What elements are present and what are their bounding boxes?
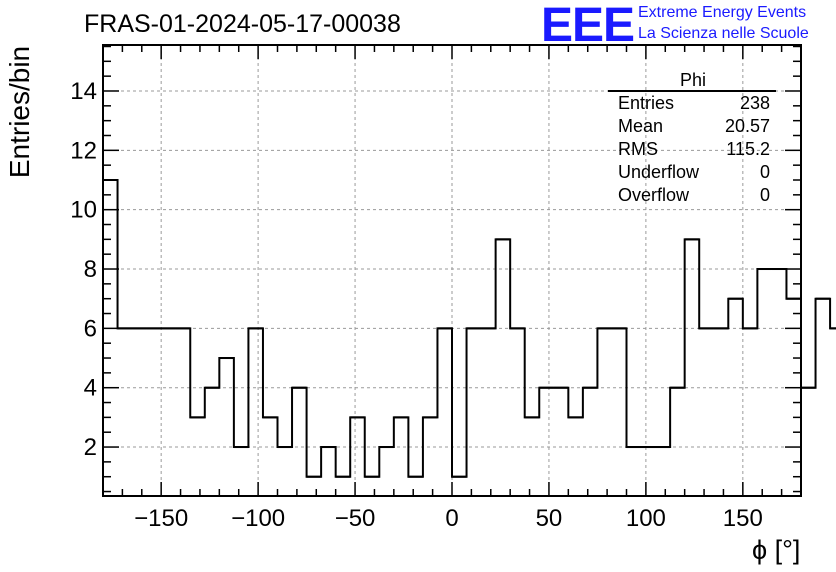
- stats-title: Phi: [679, 70, 706, 90]
- stats-label: Underflow: [618, 162, 700, 182]
- y-tick-label: 8: [84, 256, 97, 283]
- histogram-bars: [102, 179, 836, 496]
- stats-row-overflow: Overflow 0: [608, 184, 778, 207]
- stats-value: 0: [759, 185, 770, 205]
- stats-row-entries: Entries 238: [608, 92, 778, 115]
- logo-text-line1: Extreme Energy Events: [638, 4, 807, 21]
- x-tick-label: −50: [335, 505, 376, 532]
- x-tick-label: 100: [626, 505, 666, 532]
- y-tick-label: 2: [84, 434, 97, 461]
- stats-divider: [608, 90, 776, 92]
- stats-label: RMS: [618, 139, 658, 159]
- stats-row-rms: RMS 115.2: [608, 138, 778, 161]
- logo-eee-mark: EEE: [541, 0, 635, 52]
- axis-ticks: [102, 45, 802, 496]
- logo-text-line2: La Scienza nelle Scuole: [638, 25, 809, 42]
- stats-row-underflow: Underflow 0: [608, 161, 778, 184]
- x-tick-label: 150: [723, 505, 763, 532]
- x-axis-label: ϕ [°]: [752, 535, 801, 565]
- stats-row-mean: Mean 20.57: [608, 115, 778, 138]
- x-tick-label: −100: [231, 505, 285, 532]
- stats-label: Entries: [618, 93, 675, 113]
- y-axis-label: Entries/bin: [4, 45, 35, 179]
- axis-tick-labels: −150 −100 −50 0 50 100 150 2 4 6 8 10 12 14: [70, 78, 763, 532]
- stats-box: Phi Entries 238 Mean 20.57 RMS 115.2 Und…: [608, 70, 778, 207]
- x-tick-label: 0: [445, 505, 458, 532]
- y-tick-label: 12: [70, 137, 97, 164]
- y-tick-label: 14: [70, 78, 97, 105]
- stats-value: 0: [759, 162, 770, 182]
- stats-value: 238: [739, 93, 770, 113]
- y-tick-label: 4: [84, 375, 97, 402]
- x-tick-label: 50: [536, 505, 563, 532]
- x-tick-label: −150: [134, 505, 188, 532]
- stats-value: 20.57: [724, 116, 770, 136]
- stats-label: Mean: [618, 116, 664, 136]
- y-tick-label: 10: [70, 197, 97, 224]
- stats-value: 115.2: [726, 139, 770, 159]
- y-tick-label: 6: [84, 315, 97, 342]
- stats-label: Overflow: [618, 185, 690, 205]
- chart-title: FRAS-01-2024-05-17-00038: [84, 10, 401, 38]
